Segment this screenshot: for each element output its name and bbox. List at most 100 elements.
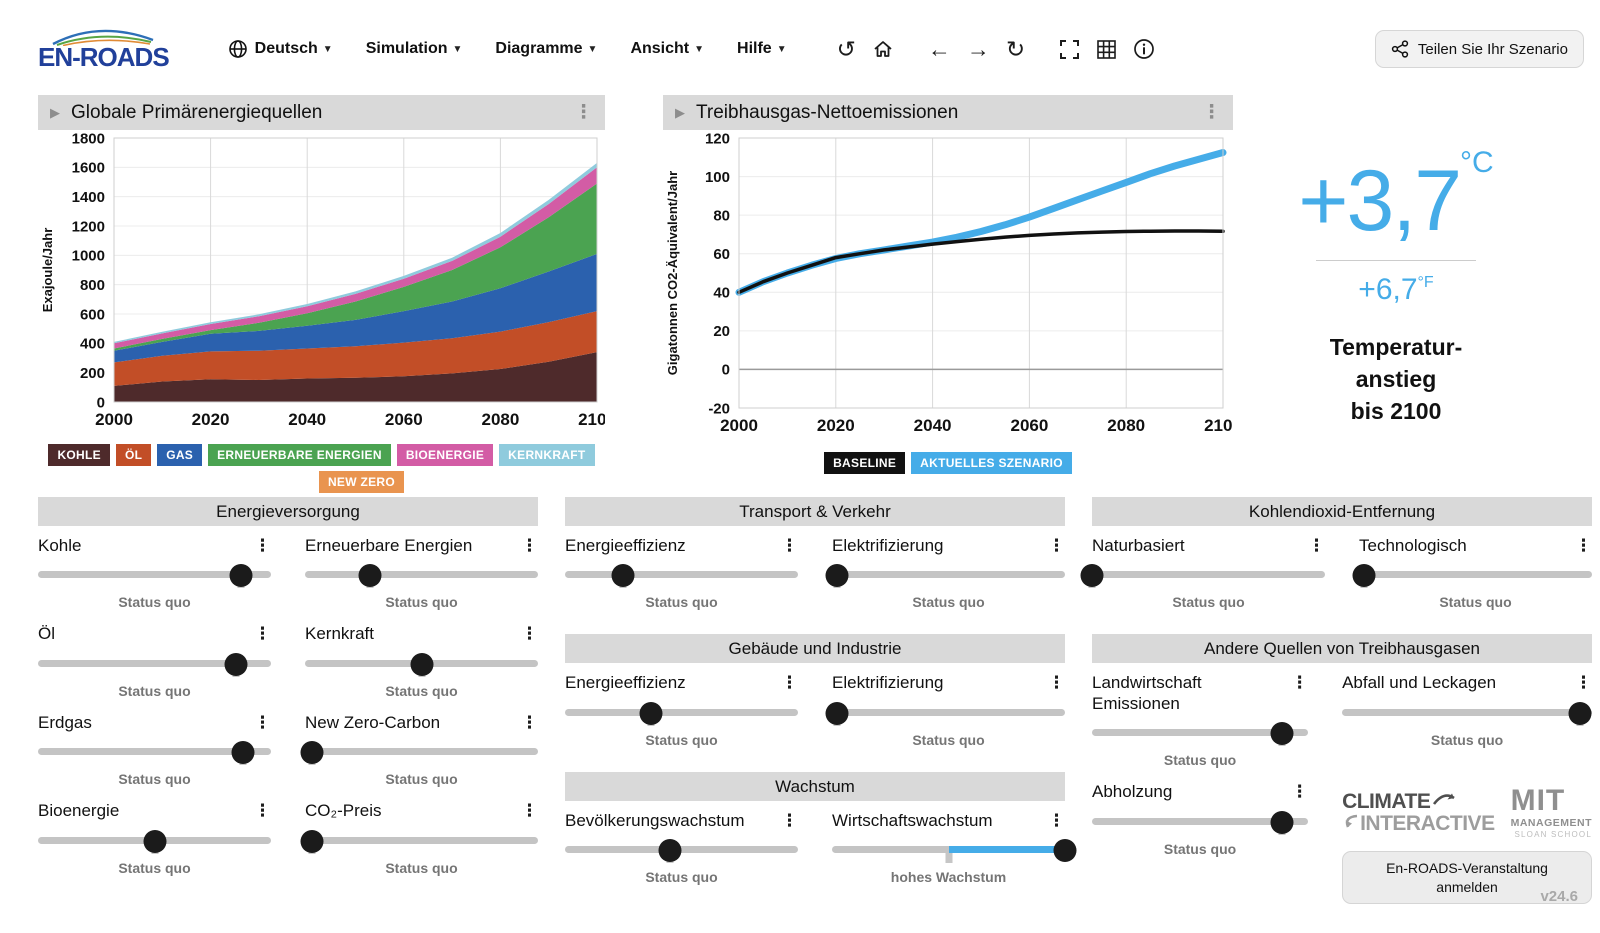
slider-track[interactable] <box>565 838 798 864</box>
svg-text:-20: -20 <box>708 400 730 417</box>
kebab-menu-icon[interactable]: ⋮ <box>781 536 798 555</box>
slider-label: Erneuerbare Energien <box>305 536 473 555</box>
slider-knob[interactable] <box>825 564 849 588</box>
slider-knob[interactable] <box>1270 810 1294 834</box>
slider-knob[interactable] <box>143 829 166 853</box>
slider-track[interactable] <box>38 740 271 766</box>
chart-kebab-icon[interactable]: ⋮ <box>1202 102 1221 123</box>
fullscreen-icon[interactable] <box>1059 39 1080 60</box>
chart-kebab-icon[interactable]: ⋮ <box>574 102 593 123</box>
svg-text:0: 0 <box>722 362 730 379</box>
slider-knob[interactable] <box>639 701 663 725</box>
slider-naturbasiert: Naturbasiert ⋮ Status quo <box>1080 530 1325 610</box>
slider-energieeffizienz: Energieeffizienz ⋮ Status quo <box>565 667 798 748</box>
slider-knob[interactable] <box>358 564 382 588</box>
top-toolbar: EN-ROADS Deutsch ▼ Simulation ▼ Diagramme ▼… <box>38 18 1584 80</box>
undo-icon[interactable]: ↺ <box>836 35 856 62</box>
slider-knob[interactable] <box>658 839 682 863</box>
kebab-menu-icon[interactable]: ⋮ <box>1291 782 1309 802</box>
menu-simulation[interactable]: Simulation ▼ <box>366 40 463 58</box>
slider-track[interactable] <box>300 740 538 766</box>
emissions-chart-plot[interactable]: -20 0 20 40 60 80 100 120 2000 2020 2040 2060 2080 21… <box>663 130 1242 447</box>
slider-label: Wirtschaftswachstum <box>832 810 993 830</box>
slider-track[interactable] <box>305 652 538 677</box>
slider-track[interactable] <box>1342 701 1592 726</box>
kebab-menu-icon[interactable]: ⋮ <box>521 712 538 732</box>
slider-track[interactable] <box>300 829 538 854</box>
slider-track[interactable] <box>38 652 271 677</box>
slider-track[interactable] <box>1352 563 1592 589</box>
slider-knob[interactable] <box>1270 722 1294 746</box>
slider-default-tick <box>945 853 952 864</box>
svg-text:80: 80 <box>713 207 730 224</box>
kebab-menu-icon[interactable]: ⋮ <box>1308 536 1325 555</box>
kebab-menu-icon[interactable]: ⋮ <box>254 536 271 555</box>
slider-knob[interactable] <box>825 701 849 725</box>
slider-track[interactable] <box>1092 810 1309 835</box>
svg-text:2020: 2020 <box>817 416 855 435</box>
kebab-menu-icon[interactable]: ⋮ <box>1048 810 1065 830</box>
slider-knob[interactable] <box>410 652 433 676</box>
kebab-menu-icon[interactable]: ⋮ <box>521 624 538 644</box>
slider-knob[interactable] <box>1053 839 1077 863</box>
slider-track[interactable] <box>1080 563 1325 589</box>
slider-knob[interactable] <box>224 652 248 676</box>
slider-knob[interactable] <box>1352 564 1376 588</box>
slider-knob[interactable] <box>300 741 324 765</box>
share-scenario-button[interactable]: Teilen Sie Ihr Szenario <box>1374 30 1584 68</box>
kebab-menu-icon[interactable]: ⋮ <box>521 801 538 821</box>
kebab-menu-icon[interactable]: ⋮ <box>254 801 271 821</box>
kebab-menu-icon[interactable]: ⋮ <box>781 673 798 693</box>
slider-track[interactable] <box>38 563 271 589</box>
back-arrow-icon[interactable]: ← <box>927 35 951 62</box>
slider-knob[interactable] <box>1568 701 1591 725</box>
home-icon[interactable] <box>872 38 894 60</box>
menu-diagramme[interactable]: Diagramme ▼ <box>495 40 597 58</box>
enroads-logo[interactable]: EN-ROADS <box>38 28 170 70</box>
kebab-menu-icon[interactable]: ⋮ <box>1291 673 1309 693</box>
slider-track[interactable] <box>1092 721 1309 747</box>
slider-knob[interactable] <box>229 564 253 588</box>
slider-status: Status quo <box>645 731 718 748</box>
logo-arcs-icon <box>52 29 154 46</box>
info-icon[interactable] <box>1133 38 1155 60</box>
slider-label: Bioenergie <box>38 801 120 821</box>
menu-hilfe[interactable]: Hilfe ▼ <box>737 40 787 58</box>
kebab-menu-icon[interactable]: ⋮ <box>521 536 538 555</box>
kebab-menu-icon[interactable]: ⋮ <box>1048 536 1065 555</box>
kebab-menu-icon[interactable]: ⋮ <box>1575 673 1592 693</box>
slider-knob[interactable] <box>300 829 324 853</box>
kebab-menu-icon[interactable]: ⋮ <box>781 810 798 830</box>
svg-text:0: 0 <box>97 394 105 411</box>
slider-track[interactable] <box>825 563 1065 589</box>
slider-knob[interactable] <box>611 564 635 588</box>
menu-language[interactable]: Deutsch ▼ <box>228 39 333 59</box>
redo-icon[interactable]: ↻ <box>1005 35 1026 62</box>
energy-chart-plot[interactable]: 0 200 400 600 800 1000 1200 1400 1600 1800 2000 202… <box>38 130 616 439</box>
kebab-menu-icon[interactable]: ⋮ <box>1048 673 1065 693</box>
kebab-menu-icon[interactable]: ⋮ <box>254 712 271 732</box>
slider-track[interactable] <box>305 563 538 589</box>
slider-knob[interactable] <box>1080 564 1104 588</box>
slider-track[interactable] <box>832 838 1077 864</box>
slider-knob[interactable] <box>231 741 255 765</box>
panel-title: Gebäude und Industrie <box>565 634 1065 664</box>
menu-ansicht[interactable]: Ansicht ▼ <box>630 40 704 58</box>
slider-track[interactable] <box>38 829 271 854</box>
toolbar-icon-group: ↺ ← → ↻ <box>829 35 1164 62</box>
kebab-menu-icon[interactable]: ⋮ <box>254 624 271 644</box>
svg-text:40: 40 <box>713 285 730 302</box>
slider-track[interactable] <box>565 563 798 589</box>
legend-chip-kernkraft: KERNKRAFT <box>499 444 595 466</box>
panel-title: Andere Quellen von Treibhausgasen <box>1092 634 1592 664</box>
slider-track[interactable] <box>565 701 798 726</box>
collapse-triangle-icon[interactable]: ▶ <box>50 104 60 120</box>
slider-track[interactable] <box>825 701 1065 726</box>
svg-text:1400: 1400 <box>72 189 105 206</box>
forward-arrow-icon[interactable]: → <box>966 35 990 62</box>
collapse-triangle-icon[interactable]: ▶ <box>675 104 685 120</box>
data-table-icon[interactable] <box>1096 39 1117 60</box>
kebab-menu-icon[interactable]: ⋮ <box>1575 536 1592 555</box>
panel-wachstum: Wachstum Bevölkerungswachstum ⋮ Status quo… <box>565 771 1077 885</box>
event-signup-button[interactable]: En-ROADS-Veranstaltung anmelden <box>1342 850 1592 905</box>
